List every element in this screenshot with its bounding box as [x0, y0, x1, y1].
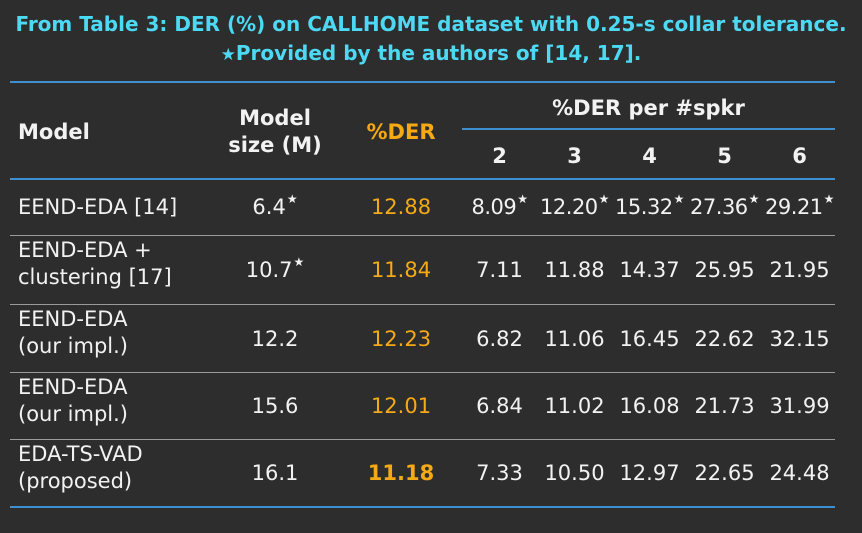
- row-4-spkr-5: 21.73: [694, 394, 755, 418]
- row-5-model: EDA-TS-VAD (proposed): [18, 441, 198, 506]
- row-1-spkr-6: 29.21 ★: [762, 180, 837, 235]
- row-3-der: 12.23: [370, 326, 432, 351]
- row-1-model: EEND-EDA [14]: [18, 195, 178, 219]
- row-3-spkr-5: 22.62: [694, 326, 755, 351]
- row-1-spkr-4: 15.32 ★: [612, 180, 687, 235]
- caption-line-2: ★Provided by the authors of [14, 17].: [0, 39, 862, 70]
- row-2-spkr-6: 21.95: [769, 258, 830, 282]
- row-1-size-value: 6.4: [252, 195, 286, 219]
- row-1-spkr-5-value: 27.36: [690, 195, 748, 219]
- star-icon: ★: [286, 192, 298, 206]
- header-spkr-4: 4: [642, 143, 657, 168]
- star-icon: ★: [823, 192, 835, 206]
- row-5-size: 16.1: [251, 461, 299, 485]
- row-3-spkr-4: 16.45: [619, 326, 680, 351]
- star-icon: ★: [673, 192, 685, 206]
- caption-line-2-text: Provided by the authors of [14, 17].: [235, 41, 642, 65]
- row-4-spkr-6: 31.99: [769, 394, 830, 418]
- row-1-spkr-2: 8.09 ★: [462, 180, 537, 235]
- row-3-model-line2: (our impl.): [18, 334, 128, 358]
- row-divider: [10, 372, 835, 373]
- header-model: Model: [18, 119, 90, 144]
- row-4-model: EEND-EDA (our impl.): [18, 374, 198, 439]
- header-spkr-5: 5: [717, 143, 732, 168]
- row-4-spkr-3: 11.02: [544, 394, 605, 418]
- row-2-spkr-4: 14.37: [619, 258, 680, 282]
- row-1-size: 6.4 ★: [200, 180, 350, 235]
- table-bottom-rule: [10, 506, 835, 508]
- row-divider: [10, 304, 835, 305]
- star-icon: ★: [517, 192, 528, 206]
- caption-line-1: From Table 3: DER (%) on CALLHOME datase…: [15, 12, 847, 36]
- header-spkr-6: 6: [792, 143, 807, 168]
- row-3-size: 12.2: [251, 326, 299, 351]
- row-divider: [10, 235, 835, 236]
- row-4-der: 12.01: [370, 394, 432, 418]
- row-2-model-line2: clustering [17]: [18, 265, 172, 289]
- row-1-spkr-4-value: 15.32: [615, 195, 673, 219]
- row-3-spkr-6: 32.15: [769, 326, 830, 351]
- star-icon: ★: [220, 45, 236, 65]
- row-4-spkr-2: 6.84: [476, 394, 523, 418]
- row-4-model-line1: EEND-EDA: [18, 375, 128, 399]
- row-5-model-line1: EDA-TS-VAD: [18, 442, 143, 466]
- row-5-spkr-2: 7.33: [476, 461, 523, 485]
- header-model-size: Model size (M): [200, 100, 350, 164]
- row-1-spkr-6-value: 29.21: [765, 195, 823, 219]
- row-1-spkr-3: 12.20 ★: [537, 180, 612, 235]
- star-icon: ★: [598, 192, 610, 206]
- row-1-spkr-5: 27.36 ★: [687, 180, 762, 235]
- row-1-der: 12.88: [370, 195, 432, 219]
- row-2-der: 11.84: [370, 258, 432, 282]
- header-der: %DER: [366, 119, 436, 144]
- header-spkr-2: 2: [492, 143, 507, 168]
- row-4-size: 15.6: [251, 394, 299, 418]
- row-divider: [10, 439, 835, 440]
- row-4-model-line2: (our impl.): [18, 402, 128, 426]
- row-2-spkr-2: 7.11: [476, 258, 523, 282]
- header-bottom-rule: [10, 178, 835, 180]
- row-2-model: EEND-EDA + clustering [17]: [18, 237, 198, 304]
- row-5-der: 11.18: [367, 461, 435, 485]
- row-2-spkr-3: 11.88: [544, 258, 605, 282]
- row-2-model-line1: EEND-EDA +: [18, 238, 152, 262]
- header-size-line2: size (M): [228, 133, 322, 157]
- row-3-spkr-2: 6.82: [476, 326, 523, 351]
- header-spkr-3: 3: [567, 143, 582, 168]
- row-3-model: EEND-EDA (our impl.): [18, 306, 198, 372]
- row-4-spkr-4: 16.08: [619, 394, 680, 418]
- header-size-line1: Model: [239, 106, 311, 130]
- row-3-spkr-3: 11.06: [544, 326, 605, 351]
- row-5-spkr-4: 12.97: [619, 461, 680, 485]
- row-2-spkr-5: 25.95: [694, 258, 755, 282]
- row-1-spkr-2-value: 8.09: [471, 195, 517, 219]
- star-icon: ★: [748, 192, 760, 206]
- header-der-per-spkr: %DER per #spkr: [552, 95, 745, 120]
- row-5-spkr-3: 10.50: [544, 461, 605, 485]
- row-5-model-line2: (proposed): [18, 469, 133, 493]
- row-5-spkr-5: 22.65: [694, 461, 755, 485]
- row-1-spkr-3-value: 12.20: [540, 195, 598, 219]
- table-top-rule: [10, 81, 835, 83]
- table-caption: From Table 3: DER (%) on CALLHOME datase…: [0, 10, 862, 70]
- row-2-size: 10.7 ★: [200, 237, 350, 304]
- per-spkr-rule: [462, 128, 835, 130]
- row-3-model-line1: EEND-EDA: [18, 307, 128, 331]
- row-2-size-value: 10.7: [245, 258, 293, 282]
- row-5-spkr-6: 24.48: [769, 461, 830, 485]
- star-icon: ★: [293, 255, 305, 269]
